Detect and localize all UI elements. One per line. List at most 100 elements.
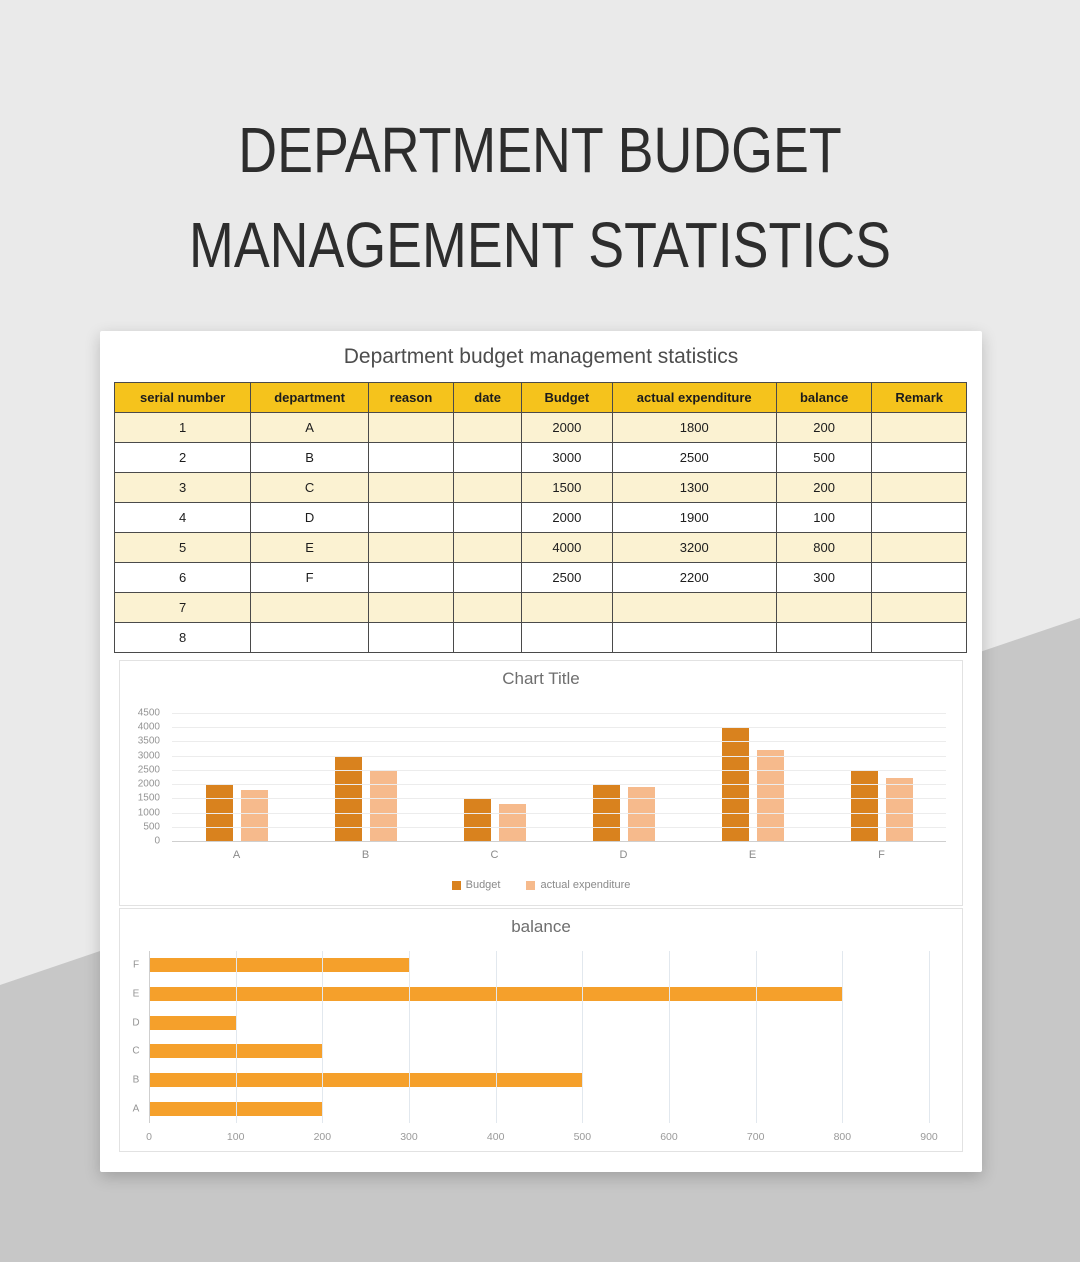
x-category-label: C: [490, 849, 499, 861]
grouped-chart-x-axis: A B C D E F: [172, 849, 946, 861]
gridline: [172, 727, 946, 729]
bar-group-C: [430, 713, 559, 841]
table-cell: 6: [113, 562, 252, 593]
table-cell: 800: [775, 532, 873, 563]
table-cell: 4: [113, 502, 252, 533]
legend-swatch-icon: [451, 880, 461, 890]
table-cell: [871, 592, 967, 623]
gridline: [668, 951, 670, 1123]
column-header: reason: [367, 382, 455, 413]
y-tick-label: 2500: [137, 764, 160, 776]
gridline: [172, 798, 946, 800]
bar-group-F: [817, 713, 946, 841]
table-cell: [367, 532, 455, 563]
x-category-label: E: [748, 849, 757, 861]
x-tick-label: 600: [660, 1131, 678, 1143]
table-row: 6 F 2500 2200 300: [113, 562, 967, 593]
table-cell: [521, 592, 613, 623]
x-tick-label: 800: [833, 1131, 852, 1143]
legend-item-actual-expenditure: actual expenditure: [526, 879, 630, 891]
table-cell: 100: [775, 502, 873, 533]
y-category-label: F: [132, 959, 140, 971]
column-header: serial number: [113, 382, 252, 413]
table-row: 5 E 4000 3200 800: [113, 532, 967, 563]
gridline: [172, 741, 946, 743]
bar-row-A: [149, 1094, 929, 1123]
table-cell: 5: [113, 532, 252, 563]
balance-chart-panel: balance F E D C B A 0 100 200 300 400 500 600 700 800…: [119, 908, 963, 1152]
table-cell: [775, 622, 873, 653]
x-category-label: F: [878, 849, 885, 861]
table-cell: [453, 532, 523, 563]
hero-title: DEPARTMENT BUDGET MANAGEMENT STATISTICS: [86, 103, 993, 293]
table-cell: 500: [775, 442, 873, 473]
column-header: Remark: [871, 382, 967, 413]
table-header-row: serial number department reason date Budget a…: [113, 382, 967, 413]
table-row: 3 C 1500 1300 200: [113, 472, 967, 503]
grouped-bar-chart-panel: Chart Title 4500 4000 3500 3000 2500 2000 1500…: [119, 660, 963, 906]
y-tick-label: 1500: [137, 792, 160, 804]
grouped-chart-bars: [172, 713, 946, 841]
gridline: [582, 951, 584, 1123]
table-cell: 3000: [521, 442, 613, 473]
table-cell: [871, 442, 967, 473]
table-cell: 2000: [521, 502, 613, 533]
x-tick-label: 700: [746, 1131, 765, 1143]
gridline: [172, 769, 946, 771]
bar-row-C: [149, 1037, 929, 1066]
table-cell: [521, 622, 613, 653]
x-tick-label: 500: [573, 1131, 592, 1143]
x-tick-label: 300: [400, 1131, 418, 1143]
table-row: 2 B 3000 2500 500: [113, 442, 967, 473]
column-header: date: [453, 382, 523, 413]
table-cell: [453, 472, 523, 503]
table-cell: 2000: [521, 412, 613, 443]
column-header: actual expenditure: [611, 382, 777, 413]
gridline: [235, 951, 237, 1123]
gridline: [495, 951, 497, 1123]
table-cell: [453, 502, 523, 533]
y-category-label: B: [132, 1074, 140, 1086]
bar-row-F: [149, 951, 929, 980]
y-category-label: C: [132, 1045, 140, 1057]
table-cell: 2500: [611, 442, 777, 473]
table-cell: [775, 592, 873, 623]
x-tick-label: 200: [313, 1131, 332, 1143]
bar-Budget-F: [850, 769, 878, 841]
table-row: 1 A 2000 1800 200: [113, 412, 967, 443]
table-cell: [453, 412, 523, 443]
balance-chart-y-axis: F E D C B A: [128, 951, 144, 1123]
table-cell: [250, 592, 369, 623]
table-cell: [453, 442, 523, 473]
budget-table: serial number department reason date Budget a…: [113, 382, 967, 653]
x-tick-label: 400: [486, 1131, 505, 1143]
grouped-chart-title: Chart Title: [502, 669, 580, 688]
table-cell: [367, 592, 455, 623]
legend-swatch-icon: [526, 880, 536, 890]
table-cell: A: [250, 412, 369, 443]
table-cell: 7: [113, 592, 252, 623]
gridline: [408, 951, 410, 1123]
x-tick-label: 0: [146, 1131, 152, 1143]
table-body: 1 A 2000 1800 200 2 B 3000 2500 500 3 C 1500 1300 200 4…: [113, 412, 967, 653]
y-category-label: D: [132, 1017, 140, 1029]
table-cell: C: [250, 472, 369, 503]
gridline: [322, 951, 324, 1123]
gridline: [929, 951, 930, 1123]
table-cell: 1: [113, 412, 252, 443]
table-cell: [367, 442, 455, 473]
y-tick-label: 4500: [137, 707, 160, 719]
gridline: [755, 951, 757, 1123]
bar-actual-expenditure-E: [756, 749, 784, 841]
table-cell: [250, 622, 369, 653]
y-tick-label: 3500: [137, 735, 160, 747]
y-category-label: E: [132, 988, 140, 1000]
gridline: [172, 755, 946, 757]
table-cell: [871, 532, 967, 563]
table-cell: [367, 472, 455, 503]
bar-actual-expenditure-F: [885, 778, 913, 841]
y-category-label: A: [132, 1103, 140, 1115]
grouped-chart-plot-wrap: 4500 4000 3500 3000 2500 2000 1500 1000 500 0: [126, 708, 946, 847]
table-cell: [611, 622, 777, 653]
grouped-chart-legend: Budget actual expenditure: [120, 879, 962, 891]
